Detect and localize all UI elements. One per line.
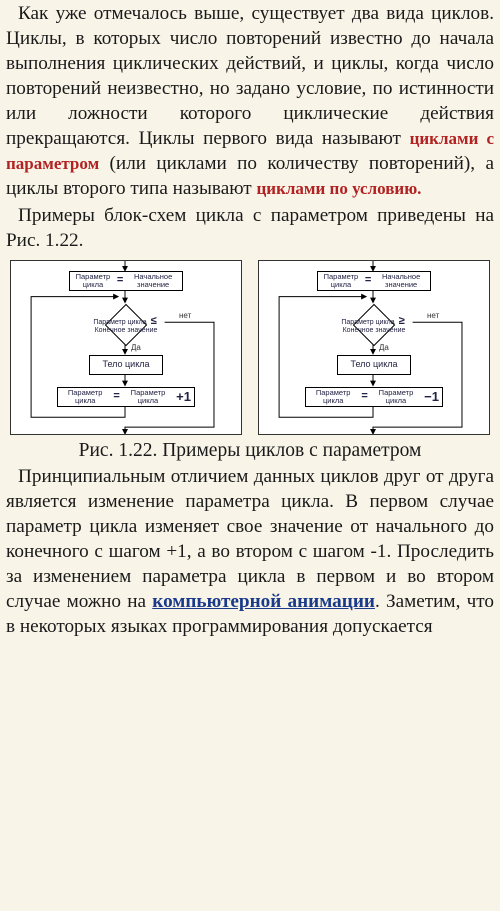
- init-box: Параметр цикла = Начальное значение: [69, 271, 183, 291]
- condition-diamond: Параметр цикла ≥ Конечное значение: [329, 303, 419, 348]
- para1-text-before: Как уже отмечалось выше, существует два …: [6, 3, 494, 149]
- flowchart-increment: Параметр цикла = Начальное значение Пара…: [10, 260, 242, 435]
- flowchart-row: Параметр цикла = Начальное значение Пара…: [6, 260, 494, 435]
- animation-link[interactable]: компьютерной анимации: [152, 591, 375, 612]
- label-no: нет: [427, 311, 439, 320]
- paragraph-3: Принципиальным отличием данных циклов др…: [6, 465, 494, 640]
- body-box: Тело цикла: [337, 355, 411, 375]
- init-box: Параметр цикла = Начальное значение: [317, 271, 431, 291]
- condition-diamond: Параметр цикла ≤ Конечное значение: [81, 303, 171, 348]
- update-box: Параметр цикла = Параметр цикла −1: [305, 387, 443, 407]
- flowchart-decrement: Параметр цикла = Начальное значение Пара…: [258, 260, 490, 435]
- highlight-cycles-cond: циклами по условию.: [256, 179, 421, 198]
- paragraph-1: Как уже отмечалось выше, существует два …: [6, 2, 494, 202]
- label-no: нет: [179, 311, 191, 320]
- label-yes: Да: [379, 343, 389, 352]
- paragraph-2: Примеры блок-схем цикла с параметром при…: [6, 204, 494, 254]
- update-box: Параметр цикла = Параметр цикла +1: [57, 387, 195, 407]
- figure-caption: Рис. 1.22. Примеры циклов с параметром: [6, 439, 494, 463]
- label-yes: Да: [131, 343, 141, 352]
- body-box: Тело цикла: [89, 355, 163, 375]
